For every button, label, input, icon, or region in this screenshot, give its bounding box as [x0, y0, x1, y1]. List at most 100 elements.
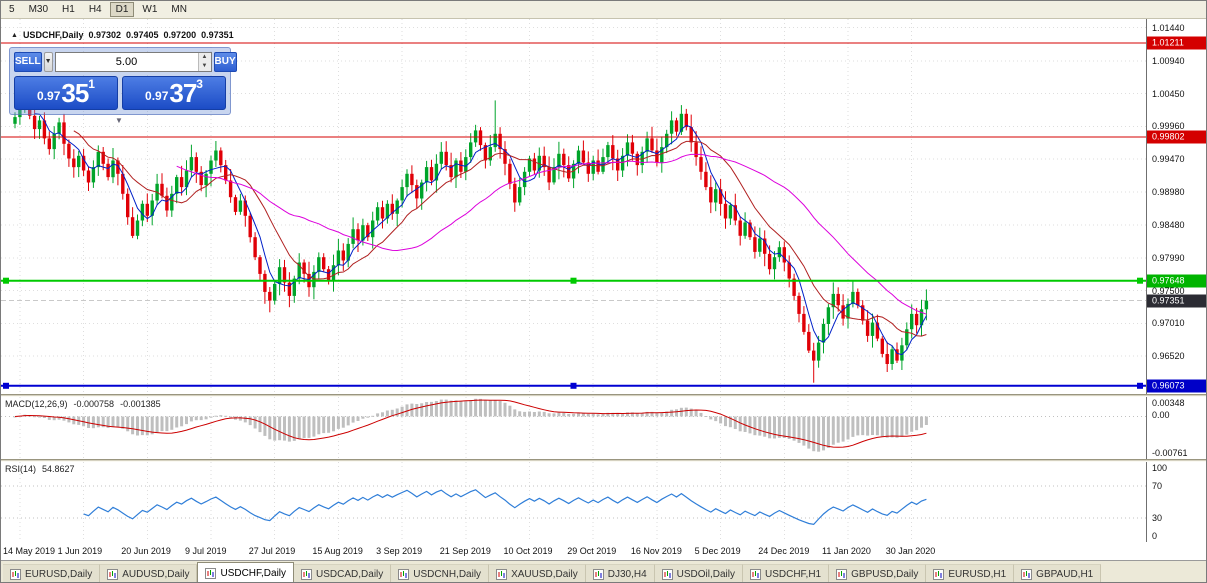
- chart-tab-label: USDCHF,Daily: [220, 568, 287, 579]
- sell-price-small: 0.97: [37, 89, 61, 103]
- timeframe-button-w1[interactable]: W1: [142, 4, 158, 15]
- chart-tab-icon: [933, 569, 945, 580]
- volume-input[interactable]: [55, 53, 198, 71]
- chart-tab[interactable]: USDCHF,H1: [743, 564, 830, 582]
- line-handle[interactable]: [570, 382, 577, 389]
- chart-high-value: 0.97405: [126, 30, 159, 40]
- timeframe-button-mn[interactable]: MN: [171, 4, 187, 15]
- line-handle[interactable]: [1137, 277, 1143, 284]
- macd-name: MACD(12,26,9): [5, 399, 68, 409]
- chart-tab-icon: [398, 569, 410, 580]
- hline-price-badge: 0.97648: [1147, 274, 1206, 288]
- line-handle[interactable]: [570, 277, 577, 284]
- panel-splitter[interactable]: [1, 459, 1206, 462]
- macd-axis-top-label: 0.00348: [1152, 398, 1185, 408]
- chart-tab-label: DJ30,H4: [607, 569, 647, 580]
- date-axis[interactable]: 14 May 2019 1 Jun 2019 20 Jun 2019 9 Jul 20…: [1, 542, 1206, 561]
- chart-tab[interactable]: EURUSD,Daily: [3, 564, 101, 582]
- macd-panel: MACD(12,26,9) -0.000758 -0.001385 0.0034…: [1, 397, 1206, 459]
- hline-price-badge: 0.99802: [1147, 130, 1206, 144]
- date-axis-label: 10 Oct 2019: [503, 546, 553, 556]
- macd-main-value: -0.000758: [73, 399, 115, 409]
- macd-axis-bottom-label: -0.00761: [1152, 448, 1188, 458]
- chart-tab-label: GBPAUD,H1: [1036, 569, 1094, 580]
- chart-open-value: 0.97302: [88, 30, 121, 40]
- price-axis-label: 0.98980: [1152, 186, 1185, 197]
- hline-price-badge: 1.01211: [1147, 36, 1206, 50]
- sell-price-button[interactable]: 0.97 35 1: [14, 76, 118, 110]
- chart-tab-label: USDCHF,H1: [765, 569, 822, 580]
- timeframe-toolbar: 5 M30 H1 H4 D1 W1 MN: [1, 1, 1206, 19]
- chart-tab[interactable]: EURUSD,H1: [926, 564, 1015, 582]
- oneclick-collapse-icon[interactable]: ▼: [115, 116, 123, 125]
- volume-step-down-icon[interactable]: ▼: [198, 62, 211, 71]
- chart-tab[interactable]: USDCAD,Daily: [294, 564, 392, 582]
- chart-tab[interactable]: USDOil,Daily: [654, 564, 743, 582]
- one-click-trading-panel: SELL ▼ ▲ ▼ BUY 0.97 35 1: [9, 47, 237, 125]
- rsi-axis-70: 70: [1152, 481, 1163, 491]
- buy-button[interactable]: BUY: [213, 52, 237, 72]
- chart-tab-icon: [836, 569, 848, 580]
- volume-dropdown-button[interactable]: ▼: [43, 52, 53, 72]
- price-axis-label: 0.96520: [1152, 350, 1185, 361]
- chart-tab-label: USDOil,Daily: [676, 569, 735, 580]
- hline-price-badge: 0.96073: [1147, 379, 1206, 393]
- chart-tab-icon: [592, 569, 604, 580]
- candlestick-chart[interactable]: [1, 19, 1146, 394]
- chart-tab[interactable]: AUDUSD,Daily: [100, 564, 198, 582]
- chart-close-value: 0.97351: [201, 30, 234, 40]
- date-axis-label: 9 Jul 2019: [185, 546, 227, 556]
- price-axis-label: 0.99470: [1152, 154, 1185, 165]
- date-axis-label: 15 Aug 2019: [312, 546, 363, 556]
- chart-ohlc-label: ▲ USDCHF,Daily 0.97302 0.97405 0.97200 0…: [11, 30, 234, 40]
- line-handle[interactable]: [3, 382, 9, 389]
- rsi-name: RSI(14): [5, 464, 37, 474]
- macd-axis[interactable]: 0.00348 0.00 -0.00761: [1146, 397, 1206, 459]
- price-axis-label: 0.98480: [1152, 220, 1185, 231]
- rsi-plot-area[interactable]: RSI(14) 54.8627: [1, 462, 1146, 542]
- timeframe-button-m30[interactable]: M30: [28, 4, 49, 15]
- rsi-axis[interactable]: 100 70 30 0: [1146, 462, 1206, 542]
- line-handle[interactable]: [3, 277, 9, 284]
- rsi-axis-30: 30: [1152, 513, 1163, 523]
- candlestick-plot-area[interactable]: ▲ USDCHF,Daily 0.97302 0.97405 0.97200 0…: [1, 19, 1146, 394]
- chart-tab-icon: [10, 569, 21, 580]
- chart-tab[interactable]: GBPAUD,H1: [1014, 564, 1102, 582]
- chart-tab[interactable]: XAUUSD,Daily: [489, 564, 586, 582]
- sell-button[interactable]: SELL: [14, 52, 42, 72]
- price-axis[interactable]: 1.01440 1.00940 1.00450 0.99960 0.99470 0.989…: [1146, 19, 1206, 394]
- chart-tabs-bar: EURUSD,Daily AUDUSD,Daily USDCHF,Daily USDC…: [1, 561, 1206, 582]
- sell-price-big: 35: [61, 78, 89, 108]
- line-handle[interactable]: [1137, 382, 1143, 389]
- date-axis-label: 27 Jul 2019: [248, 546, 296, 556]
- panel-splitter[interactable]: [1, 394, 1206, 397]
- chart-tab[interactable]: USDCNH,Daily: [391, 564, 490, 582]
- chart-tab[interactable]: GBPUSD,Daily: [829, 564, 927, 582]
- timeframe-button-h4[interactable]: H4: [88, 4, 102, 15]
- date-axis-label: 5 Dec 2019: [694, 546, 741, 556]
- timeframe-button-h1[interactable]: H1: [62, 4, 75, 15]
- volume-step-up-icon[interactable]: ▲: [198, 53, 211, 62]
- chart-tab-label: GBPUSD,Daily: [851, 569, 919, 580]
- chart-tab-icon: [750, 569, 761, 580]
- rsi-value: 54.8627: [42, 464, 75, 474]
- macd-label: MACD(12,26,9) -0.000758 -0.001385: [5, 399, 161, 409]
- chart-tab[interactable]: DJ30,H4: [585, 564, 655, 582]
- sell-price-sup: 1: [88, 77, 95, 91]
- chart-symbol-label: USDCHF,Daily: [22, 30, 84, 40]
- price-axis-label: 1.00450: [1152, 88, 1185, 99]
- bid-price-badge: 0.97351: [1147, 294, 1206, 308]
- timeframe-button-d1[interactable]: D1: [109, 2, 135, 17]
- macd-chart[interactable]: [1, 397, 1146, 459]
- buy-price-button[interactable]: 0.97 37 3: [122, 76, 226, 110]
- chart-tab-icon: [107, 569, 119, 580]
- rsi-chart[interactable]: [1, 462, 1146, 542]
- macd-plot-area[interactable]: MACD(12,26,9) -0.000758 -0.001385: [1, 397, 1146, 459]
- chart-tab-icon: [496, 569, 508, 580]
- chart-tab[interactable]: USDCHF,Daily: [197, 562, 295, 582]
- date-axis-label: 16 Nov 2019: [630, 546, 682, 556]
- timeframe-button-5[interactable]: 5: [9, 4, 15, 15]
- up-triangle-icon: ▲: [11, 31, 18, 39]
- price-axis-label: 0.97990: [1152, 252, 1185, 263]
